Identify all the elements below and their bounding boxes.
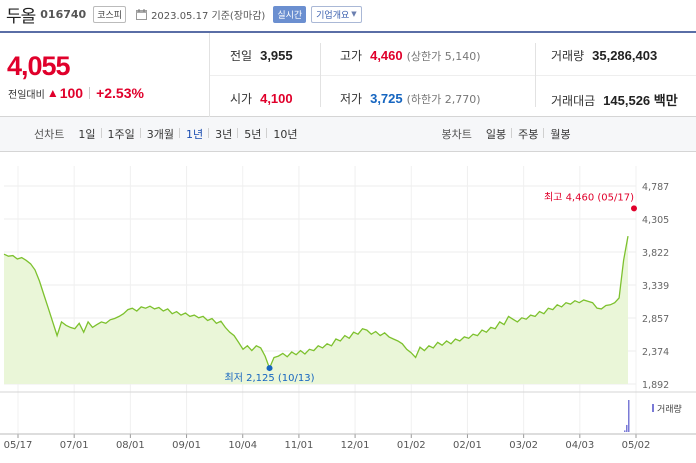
x-tick-label: 12/01 [341, 440, 370, 451]
divider [320, 43, 321, 107]
x-tick-label: 02/01 [453, 440, 482, 451]
stat-value: 35,286,403 [592, 48, 658, 63]
period-1d[interactable]: 1일 [78, 128, 96, 141]
stat-label: 저가 [340, 92, 363, 106]
stat-value: 3,955 [260, 48, 293, 63]
realtime-button[interactable]: 실시간 [273, 5, 307, 23]
line-chart-label: 선차트 [34, 128, 65, 141]
candle-weekly[interactable]: 주봉 [511, 126, 544, 142]
change-amount: 100 [59, 85, 84, 101]
y-tick-label: 3,339 [642, 281, 669, 292]
x-tick-label: 07/01 [60, 440, 89, 451]
series-line [3, 235, 629, 370]
stat-volume: 거래량 35,286,403 [551, 47, 657, 64]
stock-code: 016740 [40, 7, 87, 21]
quote-panel: 4,055 전일대비 ▲ 100 +2.53% 전일 3,955 시가 4,10… [0, 31, 696, 117]
divider [89, 87, 91, 99]
y-tick-label: 1,892 [642, 380, 669, 391]
y-tick-label: 4,305 [642, 215, 669, 226]
candle-chart-label: 봉차트 [441, 128, 472, 141]
x-tick-label: 10/04 [228, 440, 257, 451]
x-tick-label: 03/02 [509, 440, 538, 451]
volume-legend-label: 거래량 [657, 403, 682, 415]
min-marker [266, 365, 273, 372]
y-tick-label: 3,822 [642, 248, 669, 259]
stat-value: 3,725 [370, 91, 403, 106]
stock-name: 두올 [6, 6, 36, 27]
up-arrow-icon: ▲ [46, 86, 59, 100]
divider [210, 75, 696, 76]
max-marker [631, 205, 637, 212]
change-row: 전일대비 ▲ 100 +2.53% [8, 85, 144, 101]
company-info-label: 기업개요 [316, 10, 350, 21]
market-badge: 코스피 [93, 5, 127, 23]
change-label: 전일대비 [8, 89, 45, 101]
x-tick-label: 11/01 [284, 440, 313, 451]
min-label: 최저 2,125 (10/13) [225, 372, 315, 384]
stock-header: 두올 016740 코스피 2023.05.17 기준(장마감) 실시간 기업개… [0, 0, 696, 28]
x-tick-label: 05/02 [622, 440, 651, 451]
upper-limit: (상한가 5,140) [406, 50, 481, 63]
current-price: 4,055 [7, 51, 71, 81]
stat-high: 고가 4,460 (상한가 5,140) [340, 47, 481, 64]
stat-value: 4,460 [370, 48, 403, 63]
change-percent: +2.53% [96, 85, 144, 101]
price-chart[interactable]: 4,787 4,305 3,822 3,339 2,857 2,374 1,892 05/17… [0, 152, 696, 459]
period-1y[interactable]: 1년 [178, 126, 209, 142]
lower-limit: (하한가 2,770) [406, 93, 481, 106]
stat-open: 시가 4,100 [230, 90, 293, 107]
x-tick-label: 09/01 [172, 440, 201, 451]
stat-low: 저가 3,725 (하한가 2,770) [340, 90, 481, 107]
stat-label: 거래대금 [551, 94, 596, 108]
stat-label: 전일 [230, 49, 253, 63]
divider [535, 43, 536, 107]
volume-bar [626, 424, 628, 432]
stat-label: 거래량 [551, 49, 585, 63]
stat-value: 4,100 [260, 91, 293, 106]
stat-label: 고가 [340, 49, 363, 63]
y-tick-label: 2,374 [642, 347, 669, 358]
volume-legend-swatch [652, 404, 654, 412]
volume-bar [628, 400, 630, 432]
y-tick-label: 4,787 [642, 182, 669, 193]
period-3y[interactable]: 3년 [208, 126, 238, 142]
chevron-down-icon: ▼ [351, 10, 357, 18]
stat-amount: 거래대금 145,526 백만 [551, 90, 678, 109]
stat-label: 시가 [230, 92, 253, 106]
stat-prev-close: 전일 3,955 [230, 47, 293, 64]
company-info-dropdown[interactable]: 기업개요 ▼ [311, 5, 362, 23]
period-1w[interactable]: 1주일 [100, 126, 141, 142]
y-tick-label: 2,857 [642, 314, 669, 325]
period-toolbar: 선차트 1일 1주일 3개월 1년 3년 5년 10년 봉차트 일봉 주봉 월봉 [0, 117, 696, 152]
x-tick-label: 05/17 [4, 440, 33, 451]
candle-monthly[interactable]: 월봉 [543, 126, 576, 142]
max-label: 최고 4,460 (05/17) [544, 191, 634, 203]
series-area [4, 236, 628, 384]
x-tick-label: 08/01 [116, 440, 145, 451]
base-date: 2023.05.17 기준(장마감) [151, 10, 266, 22]
period-10y[interactable]: 10년 [266, 126, 303, 142]
period-5y[interactable]: 5년 [237, 126, 267, 142]
period-3m[interactable]: 3개월 [139, 126, 180, 142]
stat-value: 145,526 백만 [603, 93, 678, 108]
x-tick-label: 04/03 [565, 440, 594, 451]
candle-daily[interactable]: 일봉 [485, 128, 507, 141]
price-chart-svg: 4,787 4,305 3,822 3,339 2,857 2,374 1,892 05/17… [0, 166, 696, 451]
price-summary: 4,055 전일대비 ▲ 100 +2.53% [0, 33, 210, 117]
x-tick-label: 01/02 [397, 440, 426, 451]
calendar-icon [136, 8, 148, 20]
volume-bar [624, 430, 626, 432]
